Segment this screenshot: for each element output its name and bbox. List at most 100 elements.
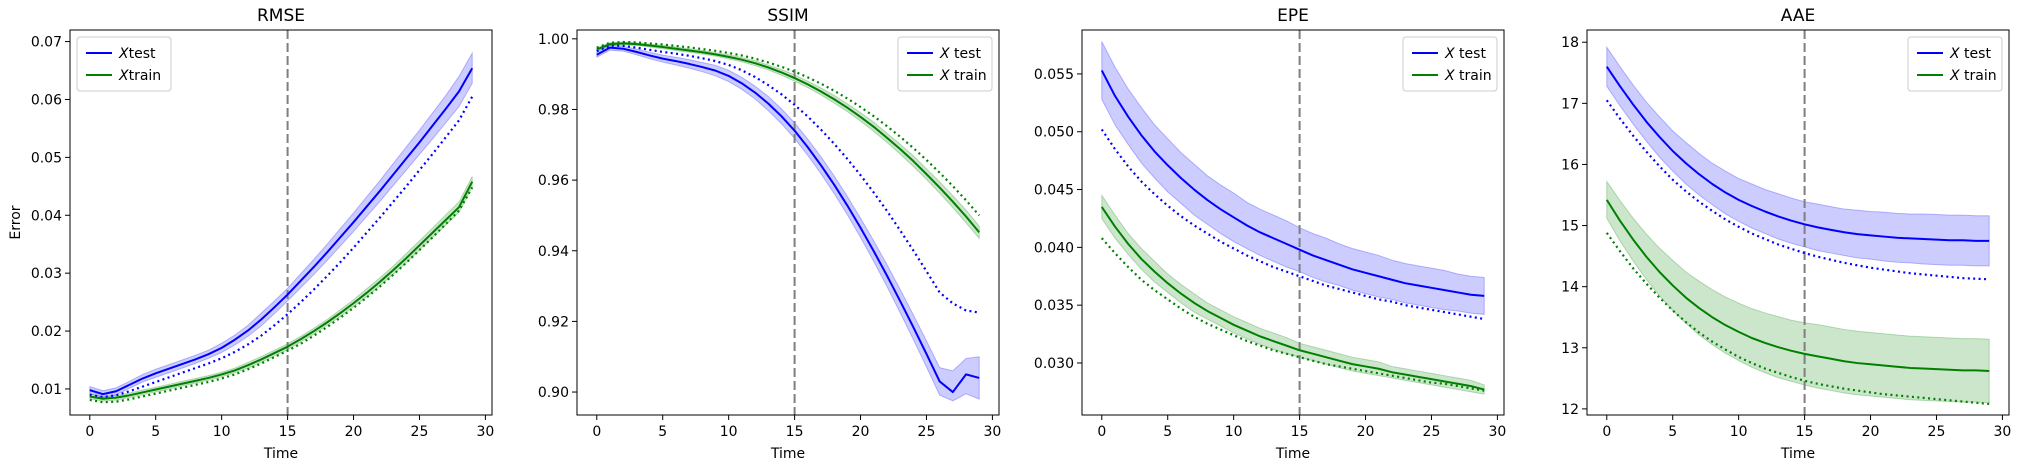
- y-tick-label: 0.06: [31, 92, 62, 108]
- y-tick-label: 18: [1561, 35, 1579, 51]
- y-tick-label: 0.90: [538, 385, 569, 401]
- series-line-0-solid: [596, 46, 980, 394]
- series-line-1-dotted: [1605, 99, 1990, 281]
- confidence-band-2: [1606, 179, 1990, 404]
- x-tick-label: 5: [1163, 424, 1172, 440]
- x-tick-label: 0: [1097, 424, 1106, 440]
- x-axis-label: Time: [263, 446, 298, 462]
- chart-title: RMSE: [257, 6, 305, 26]
- x-tick-label: 10: [213, 424, 231, 440]
- x-tick-label: 10: [720, 424, 738, 440]
- legend-label: X train: [1444, 68, 1492, 84]
- x-tick-label: 25: [411, 424, 429, 440]
- axes-frame: [1081, 29, 1505, 416]
- series-line-0-solid: [1100, 70, 1485, 297]
- chart-title: AAE: [1781, 6, 1815, 26]
- x-tick-label: 0: [592, 424, 601, 440]
- y-tick-label: 0.07: [31, 35, 62, 51]
- y-tick-label: 0.030: [1034, 356, 1074, 372]
- x-tick-label: 15: [1291, 424, 1309, 440]
- y-tick-label: 0.050: [1034, 125, 1074, 141]
- legend: X test X train: [1907, 36, 2003, 92]
- x-tick-label: 10: [1730, 424, 1748, 440]
- y-tick-label: 0.045: [1034, 183, 1074, 199]
- series-line-0-solid: [89, 67, 474, 396]
- series-line-3-dotted: [89, 186, 474, 404]
- legend-label: X test: [939, 46, 981, 62]
- legend-label: X test: [1949, 46, 1991, 62]
- y-tick-label: 0.98: [538, 102, 569, 118]
- confidence-band-2: [89, 176, 473, 402]
- legend-label: X train: [1949, 68, 1997, 84]
- panel-ssim: 0 5 10 15 20 25 30 0.90 0.92 0.94 0.96 0.98 1.00 SSIM…: [538, 6, 1001, 462]
- x-axis-label: Time: [1780, 446, 1815, 462]
- y-tick-label: 0.02: [31, 324, 62, 340]
- series-line-1-dotted: [89, 96, 474, 399]
- series-line-2-solid: [1100, 206, 1485, 391]
- plot-area: [89, 30, 474, 415]
- y-tick-label: 0.94: [538, 244, 569, 260]
- x-tick-label: 15: [786, 424, 804, 440]
- series-line-2-solid: [596, 42, 980, 234]
- series-line-2-solid: [1605, 199, 1990, 372]
- legend: X test X train: [897, 36, 993, 92]
- y-axis-label: Error: [8, 205, 24, 239]
- x-tick-label: 20: [852, 424, 870, 440]
- y-tick-label: 15: [1561, 219, 1579, 235]
- y-tick-label: 0.03: [31, 266, 62, 282]
- legend-label: X train: [939, 68, 987, 84]
- plot-area: [1605, 30, 1990, 415]
- y-tick-label: 0.055: [1034, 67, 1074, 83]
- y-tick-label: 17: [1561, 96, 1579, 112]
- series-line-3-dotted: [1605, 232, 1990, 406]
- legend-box: [76, 36, 172, 92]
- x-axis-label: Time: [1275, 446, 1310, 462]
- y-tick-label: 0.035: [1034, 298, 1074, 314]
- x-tick-label: 30: [1488, 424, 1506, 440]
- y-tick-label: 1.00: [538, 32, 569, 48]
- legend: X test X train: [1402, 36, 1498, 92]
- series-line-1-dotted: [596, 44, 980, 314]
- x-tick-label: 20: [1357, 424, 1375, 440]
- confidence-band-2: [596, 41, 980, 240]
- y-tick-label: 12: [1561, 402, 1579, 418]
- y-tick-label: 0.96: [538, 173, 569, 189]
- confidence-band-0: [1101, 41, 1485, 315]
- x-tick-label: 5: [1668, 424, 1677, 440]
- panel-epe: 0 5 10 15 20 25 30 0.030 0.035 0.040 0.045 0.050 0.0…: [1034, 6, 1506, 462]
- plot-area: [1100, 30, 1485, 415]
- y-tick-label: 0.04: [31, 208, 62, 224]
- legend-label: Xtrain: [118, 68, 161, 84]
- legend-label: Xtest: [118, 46, 156, 62]
- x-tick-label: 30: [476, 424, 494, 440]
- y-tick-label: 0.92: [538, 314, 569, 330]
- x-tick-label: 5: [151, 424, 160, 440]
- x-tick-label: 25: [1928, 424, 1946, 440]
- x-tick-label: 25: [918, 424, 936, 440]
- legend-box: [1907, 36, 2003, 92]
- y-tick-label: 13: [1561, 341, 1579, 357]
- x-axis-label: Time: [770, 446, 805, 462]
- y-tick-label: 0.040: [1034, 240, 1074, 256]
- y-tick-label: 0.01: [31, 382, 62, 398]
- y-tick-label: 0.05: [31, 150, 62, 166]
- series-line-0-solid: [1605, 66, 1990, 242]
- series-line-1-dotted: [1100, 128, 1485, 321]
- y-tick-label: 16: [1561, 157, 1579, 173]
- chart-title: SSIM: [767, 6, 808, 26]
- legend: Xtest Xtrain: [76, 36, 172, 92]
- x-tick-label: 30: [1993, 424, 2011, 440]
- series-line-3-dotted: [596, 40, 981, 217]
- y-tick-label: 14: [1561, 280, 1579, 296]
- legend-label: X test: [1444, 46, 1486, 62]
- legend-box: [1402, 36, 1498, 92]
- x-tick-label: 10: [1225, 424, 1243, 440]
- axes-frame: [69, 29, 493, 416]
- legend-box: [897, 36, 993, 92]
- axes-frame: [576, 29, 1000, 416]
- x-tick-label: 0: [1602, 424, 1611, 440]
- x-tick-label: 25: [1423, 424, 1441, 440]
- x-tick-label: 20: [345, 424, 363, 440]
- panel-rmse: 0 5 10 15 20 25 30 0.01 0.02 0.03 0.04 0.05 0.06 0.07…: [8, 6, 494, 462]
